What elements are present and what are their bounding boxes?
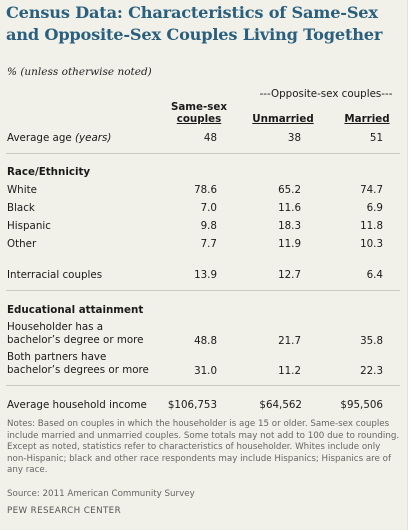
cell-white-same-sex: 78.6 [194,184,217,196]
divider-1 [6,153,400,154]
units-note: % (unless otherwise noted) [7,66,152,78]
row-label-householder-ba-line2: bachelor’s degree or more [7,334,144,346]
cell-white-unmarried: 65.2 [278,184,301,196]
cell-both-ba-unmarried: 11.2 [278,365,301,377]
cell-both-ba-same-sex: 31.0 [194,365,217,377]
cell-other-unmarried: 11.9 [278,238,301,250]
footnotes: Notes: Based on couples in which the hou… [7,419,400,476]
cell-average-age-unmarried: 38 [287,132,301,144]
cell-householder-ba-same-sex: 48.8 [194,335,217,347]
cell-householder-ba-married: 35.8 [360,335,383,347]
row-label-both-ba-line2: bachelor’s degrees or more [7,364,149,376]
cell-hispanic-married: 11.8 [360,220,383,232]
organization-name: PEW RESEARCH CENTER [7,506,121,516]
cell-both-ba-married: 22.3 [360,365,383,377]
row-label-hispanic: Hispanic [7,220,51,232]
cell-interracial-unmarried: 12.7 [278,269,301,281]
cell-other-married: 10.3 [360,238,383,250]
col-header-same-sex-line2: couples [176,113,222,125]
cell-income-married: $95,506 [340,399,383,411]
cell-white-married: 74.7 [360,184,383,196]
cell-black-married: 6.9 [366,202,383,214]
divider-2 [6,290,400,291]
cell-black-same-sex: 7.0 [200,202,217,214]
figure-title: Census Data: Characteristics of Same-Sex… [6,3,383,44]
cell-hispanic-same-sex: 9.8 [200,220,217,232]
row-label-white: White [7,184,37,196]
row-label-both-ba-line1: Both partners have [7,351,107,363]
row-label-other: Other [7,238,37,250]
row-label-interracial: Interracial couples [7,269,103,281]
cell-average-age-same-sex: 48 [203,132,217,144]
cell-other-same-sex: 7.7 [200,238,217,250]
cell-income-same-sex: $106,753 [167,399,217,411]
average-age-label: Average age [7,132,72,144]
section-header-education: Educational attainment [7,304,144,316]
cell-black-unmarried: 11.6 [278,202,301,214]
cell-interracial-married: 6.4 [366,269,383,281]
average-age-unit: (years) [75,132,112,144]
row-label-householder-ba-line1: Householder has a [7,321,104,333]
cell-interracial-same-sex: 13.9 [194,269,217,281]
col-header-unmarried: Unmarried [252,113,314,125]
divider-3 [6,385,400,386]
cell-hispanic-unmarried: 18.3 [278,220,301,232]
row-label-black: Black [7,202,35,214]
col-header-same-sex-line1: Same-sex [170,101,228,113]
row-label-income: Average household income [7,399,147,411]
cell-income-unmarried: $64,562 [259,399,302,411]
cell-householder-ba-unmarried: 21.7 [278,335,301,347]
opposite-sex-group-header: ---Opposite-sex couples--- [259,88,393,100]
source-line: Source: 2011 American Community Survey [7,489,195,499]
cell-average-age-married: 51 [369,132,383,144]
section-header-race: Race/Ethnicity [7,166,91,178]
row-label-average-age: Average age (years) [7,132,111,144]
col-header-married: Married [344,113,390,125]
